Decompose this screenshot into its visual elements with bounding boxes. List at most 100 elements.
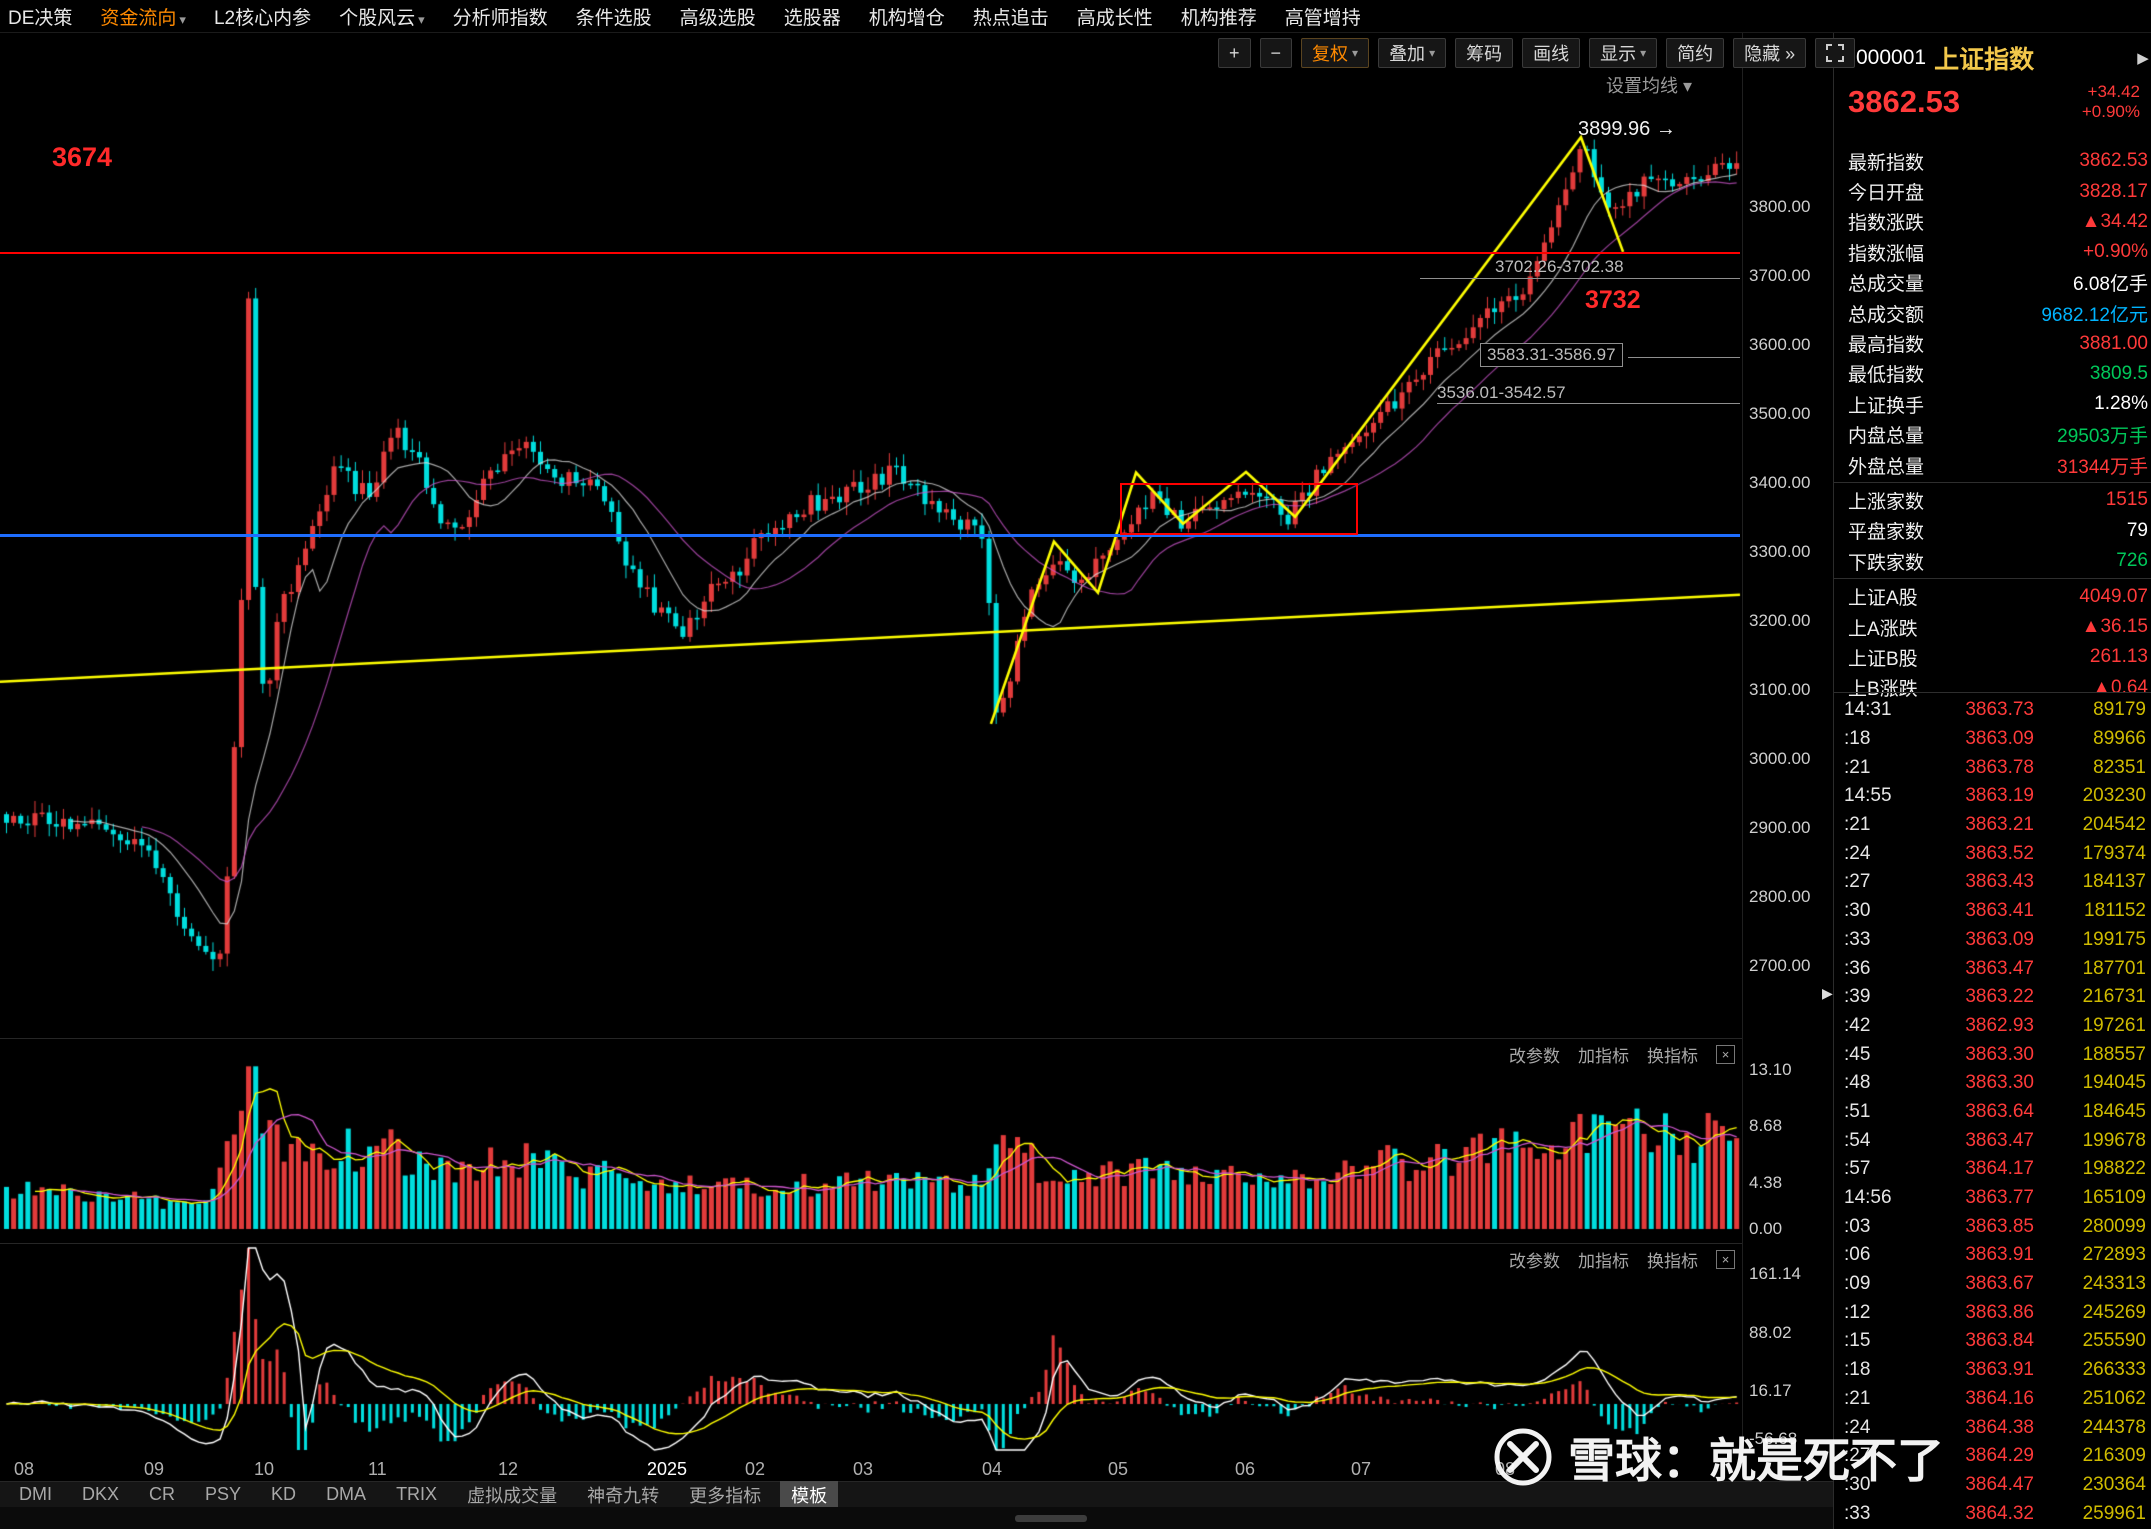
add-indicator-link[interactable]: 加指标 <box>1578 1252 1629 1271</box>
set-ma-dropdown[interactable]: 设置均线 ▾ <box>1606 76 1693 96</box>
change-percent: +0.90% <box>2081 102 2140 121</box>
quote-row: 上证A股 4049.07 <box>1834 581 2151 611</box>
menu-item[interactable]: 资金流向 ▾ <box>100 7 186 29</box>
indicator-tab[interactable]: DKX <box>82 1484 120 1504</box>
edit-params-link[interactable]: 改参数 <box>1509 1252 1560 1271</box>
quote-detail-rows: 最新指数 3862.53 今日开盘 3828.17 指数涨跌 ▲34.42 指数涨幅 +0.9… <box>1834 146 2151 703</box>
tick-price: 3863.91 <box>1965 1244 2034 1266</box>
quote-row: 指数涨幅 +0.90% <box>1834 237 2151 267</box>
tick-price: 3864.29 <box>1965 1445 2034 1467</box>
tick-price: 3863.09 <box>1965 928 2034 950</box>
tick-price: 3863.77 <box>1965 1187 2034 1209</box>
panel-divider <box>0 1038 1742 1039</box>
indicator-tab[interactable]: PSY <box>205 1484 242 1504</box>
collapse-panel-handle[interactable]: ▶ <box>1822 985 1833 1001</box>
menu-item[interactable]: DE决策 <box>8 7 73 29</box>
consolidation-box[interactable] <box>1120 483 1359 535</box>
fullscreen-icon <box>1826 44 1845 62</box>
adjust-price-button[interactable]: 复权 ▾ <box>1301 38 1370 68</box>
quote-row-value: 6.08亿手 <box>2073 274 2148 296</box>
overlay-label: 叠加 <box>1389 44 1426 64</box>
quote-row-label: 最低指数 <box>1848 365 1925 387</box>
candlestick-chart-canvas[interactable] <box>0 0 1742 1529</box>
chevron-down-icon: ▾ <box>418 11 425 27</box>
time-axis-label: 09 <box>144 1459 165 1479</box>
tick-price: 3863.09 <box>1965 728 2034 750</box>
close-icon[interactable]: × <box>1716 1045 1735 1064</box>
indicator-tab[interactable]: KD <box>271 1484 297 1504</box>
chips-button[interactable]: 筹码 <box>1455 38 1514 68</box>
tick-row: :48 3863.30 194045 <box>1834 1069 2151 1098</box>
menu-item[interactable]: 条件选股 <box>575 7 652 29</box>
tick-volume: 216731 <box>2082 986 2146 1008</box>
time-axis-label: 07 <box>1351 1459 1372 1479</box>
axis-label: 88.02 <box>1749 1323 1792 1342</box>
menu-item[interactable]: 机构增仓 <box>868 7 945 29</box>
hide-panel-button[interactable]: 隐藏 » <box>1733 38 1807 68</box>
scrollbar-handle[interactable] <box>1015 1515 1087 1522</box>
zoom-in-button[interactable]: + <box>1218 38 1251 68</box>
menu-item[interactable]: 高管增持 <box>1284 7 1361 29</box>
switch-indicator-link[interactable]: 换指标 <box>1647 1252 1698 1271</box>
menu-item[interactable]: 分析师指数 <box>452 7 548 29</box>
axis-label: 2700.00 <box>1749 956 1811 975</box>
range-a-label: 3702.26-3702.38 <box>1495 257 1624 277</box>
divider <box>1834 482 2151 484</box>
resistance-line[interactable] <box>0 251 1740 254</box>
indicator-tab[interactable]: 更多指标 <box>689 1485 762 1506</box>
tick-volume: 216309 <box>2082 1445 2146 1467</box>
tick-price: 3863.43 <box>1965 871 2034 893</box>
edit-params-link[interactable]: 改参数 <box>1509 1047 1560 1066</box>
tick-time: :33 <box>1844 928 1871 950</box>
display-button[interactable]: 显示 ▾ <box>1589 38 1658 68</box>
switch-indicator-link[interactable]: 换指标 <box>1647 1047 1698 1066</box>
menu-item[interactable]: 高级选股 <box>679 7 756 29</box>
axis-label: 13.10 <box>1749 1060 1792 1079</box>
tick-volume: 188557 <box>2082 1043 2146 1065</box>
indicator-tab[interactable]: 神奇九转 <box>587 1485 660 1506</box>
menu-item[interactable]: 高成长性 <box>1076 7 1153 29</box>
tick-row: :33 3864.32 259961 <box>1834 1499 2151 1528</box>
indicator-tab[interactable]: DMI <box>19 1484 52 1504</box>
tick-volume: 245269 <box>2082 1301 2146 1323</box>
indicator-tab[interactable]: CR <box>149 1484 176 1504</box>
quote-row: 最新指数 3862.53 <box>1834 146 2151 176</box>
menu-item[interactable]: 个股风云 ▾ <box>339 7 425 29</box>
tick-volume: 181152 <box>2084 900 2146 922</box>
quote-row: 指数涨跌 ▲34.42 <box>1834 207 2151 237</box>
axis-label: -56.68 <box>1749 1429 1798 1448</box>
axis-label: 2900.00 <box>1749 818 1811 837</box>
next-stock-arrow[interactable]: ▶ <box>2137 50 2149 67</box>
axis-label: 0.00 <box>1749 1219 1783 1238</box>
menu-item[interactable]: 热点追击 <box>972 7 1049 29</box>
quote-row-value: ▲34.42 <box>2081 210 2148 232</box>
simple-mode-button[interactable]: 简约 <box>1666 38 1725 68</box>
tick-volume: 89179 <box>2093 699 2146 721</box>
indicator-tab[interactable]: TRIX <box>396 1484 438 1504</box>
quote-row-value: 3862.53 <box>2079 150 2148 172</box>
tick-time: 14:56 <box>1844 1187 1892 1209</box>
overlay-button[interactable]: 叠加 ▾ <box>1378 38 1447 68</box>
draw-line-button[interactable]: 画线 <box>1522 38 1581 68</box>
support-line[interactable] <box>0 534 1740 538</box>
tick-time: :30 <box>1844 900 1871 922</box>
indicator-tab[interactable]: 模板 <box>780 1480 839 1509</box>
add-indicator-link[interactable]: 加指标 <box>1578 1047 1629 1066</box>
zoom-out-button[interactable]: − <box>1259 38 1293 68</box>
time-axis-label: 04 <box>982 1459 1003 1479</box>
annotation-3732: 3732 <box>1585 286 1641 314</box>
tick-row: 14:31 3863.73 89179 <box>1834 696 2151 725</box>
tick-volume: 199678 <box>2082 1129 2146 1151</box>
indicator-tab[interactable]: DMA <box>326 1484 367 1504</box>
tick-list[interactable]: 14:31 3863.73 89179:18 3863.09 89966:21 3863.… <box>1834 696 2151 1529</box>
close-icon[interactable]: × <box>1716 1250 1735 1269</box>
tick-row: :57 3864.17 198822 <box>1834 1155 2151 1184</box>
menu-item[interactable]: 机构推荐 <box>1180 7 1257 29</box>
range-c-label: 3536.01-3542.57 <box>1437 382 1566 402</box>
horizontal-scrollbar[interactable] <box>0 1507 1833 1529</box>
menu-item[interactable]: 选股器 <box>783 7 841 29</box>
menu-item[interactable]: L2核心内参 <box>213 7 312 29</box>
fullscreen-button[interactable] <box>1815 38 1856 68</box>
time-axis-label: 08 <box>14 1459 35 1479</box>
indicator-tab[interactable]: 虚拟成交量 <box>467 1485 558 1506</box>
